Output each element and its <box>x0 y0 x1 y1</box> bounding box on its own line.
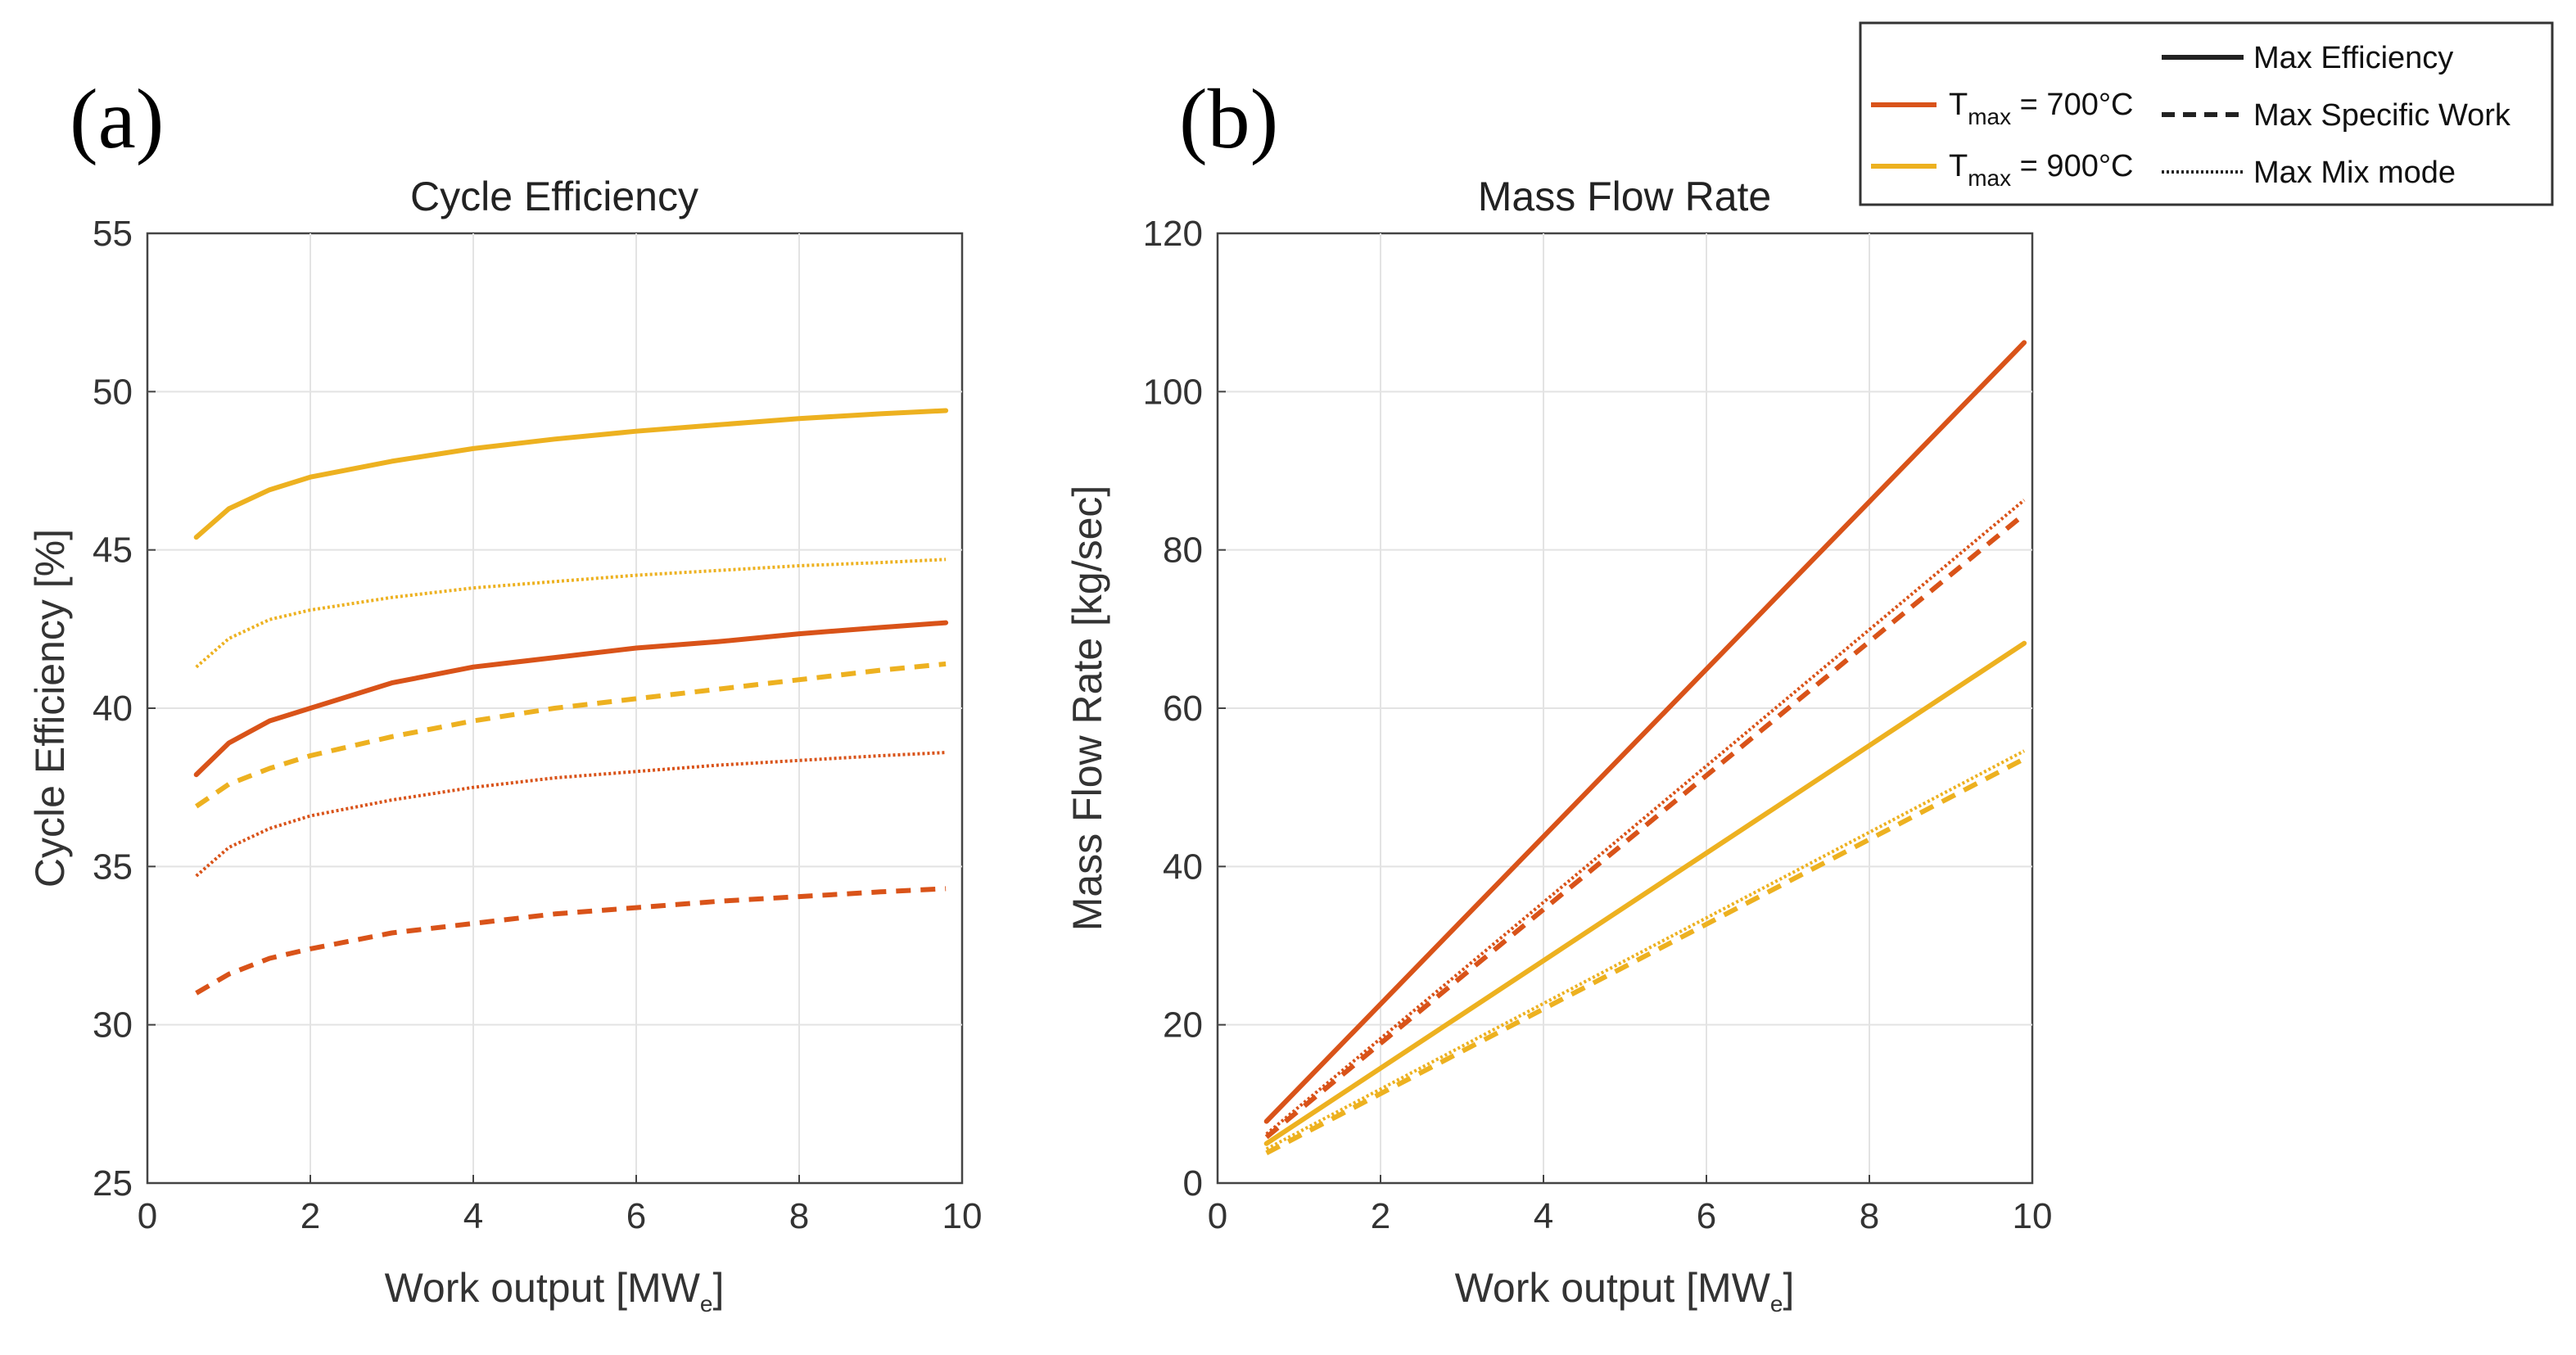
x-tick-label: 2 <box>1371 1196 1390 1236</box>
y-tick-label: 80 <box>1163 531 1203 571</box>
y-tick-label: 20 <box>1163 1005 1203 1046</box>
x-tick-label: 6 <box>626 1196 646 1236</box>
x-tick-label: 4 <box>463 1196 483 1236</box>
x-tick-label: 6 <box>1697 1196 1716 1236</box>
series-line-b-0 <box>1263 340 2027 1124</box>
y-tick-label: 40 <box>1163 847 1203 887</box>
series-line-a-5 <box>195 886 947 996</box>
y-axis-label-b: Mass Flow Rate [kg/sec] <box>1064 486 1110 932</box>
y-tick-label: 40 <box>93 689 133 729</box>
legend-color-700: Tmax = 700°C <box>1949 88 2133 129</box>
chart-title-b: Mass Flow Rate <box>1478 174 1771 219</box>
legend: Max Efficiency Max Specific Work Max Mix… <box>1859 21 2554 206</box>
y-axis-label-a: Cycle Efficiency [%] <box>27 529 73 888</box>
y-tick-label: 55 <box>93 214 133 254</box>
x-tick-label: 10 <box>2013 1196 2053 1236</box>
y-tick-label: 45 <box>93 531 133 571</box>
series-line-a-0 <box>193 408 949 540</box>
y-tick-label: 0 <box>1183 1163 1203 1204</box>
panel-letter-b: (b) <box>1179 72 1278 166</box>
y-tick-label: 100 <box>1143 372 1203 412</box>
x-tick-label: 4 <box>1534 1196 1553 1236</box>
x-axis-label-b: Work output [MWe] <box>1455 1265 1795 1317</box>
x-tick-label: 8 <box>1860 1196 1879 1236</box>
legend-style-max-specific-work: Max Specific Work <box>2253 98 2511 133</box>
y-tick-label: 35 <box>93 847 133 887</box>
x-tick-label: 10 <box>942 1196 983 1236</box>
series-line-a-1 <box>195 558 947 669</box>
x-tick-label: 2 <box>301 1196 320 1236</box>
x-axis-label-a: Work output [MWe] <box>385 1265 725 1317</box>
x-tick-label: 8 <box>789 1196 809 1236</box>
series-line-a-3 <box>195 661 947 809</box>
y-tick-label: 50 <box>93 372 133 412</box>
panel-letter-a: (a) <box>70 72 164 166</box>
series-line-b-3 <box>1263 640 2027 1146</box>
series-line-a-2 <box>193 620 949 778</box>
y-tick-label: 120 <box>1143 214 1203 254</box>
x-tick-label: 0 <box>138 1196 157 1236</box>
legend-style-max-efficiency: Max Efficiency <box>2253 41 2453 75</box>
y-tick-label: 60 <box>1163 689 1203 729</box>
legend-color-900: Tmax = 900°C <box>1949 149 2133 191</box>
chart-cycle-efficiency: 0 2 4 6 8 10 25 30 35 40 45 50 55 Cycle Efficiency W… <box>27 174 982 1317</box>
series-line-b-4 <box>1265 749 2026 1151</box>
series-line-a-4 <box>195 751 947 878</box>
series-line-b-2 <box>1264 512 2027 1140</box>
y-tick-label: 25 <box>93 1163 133 1204</box>
series-line-b-5 <box>1265 757 2026 1155</box>
legend-style-max-mix-mode: Max Mix mode <box>2253 156 2456 190</box>
chart-title-a: Cycle Efficiency <box>410 174 698 219</box>
x-tick-label: 0 <box>1208 1196 1227 1236</box>
y-tick-label: 30 <box>93 1005 133 1046</box>
